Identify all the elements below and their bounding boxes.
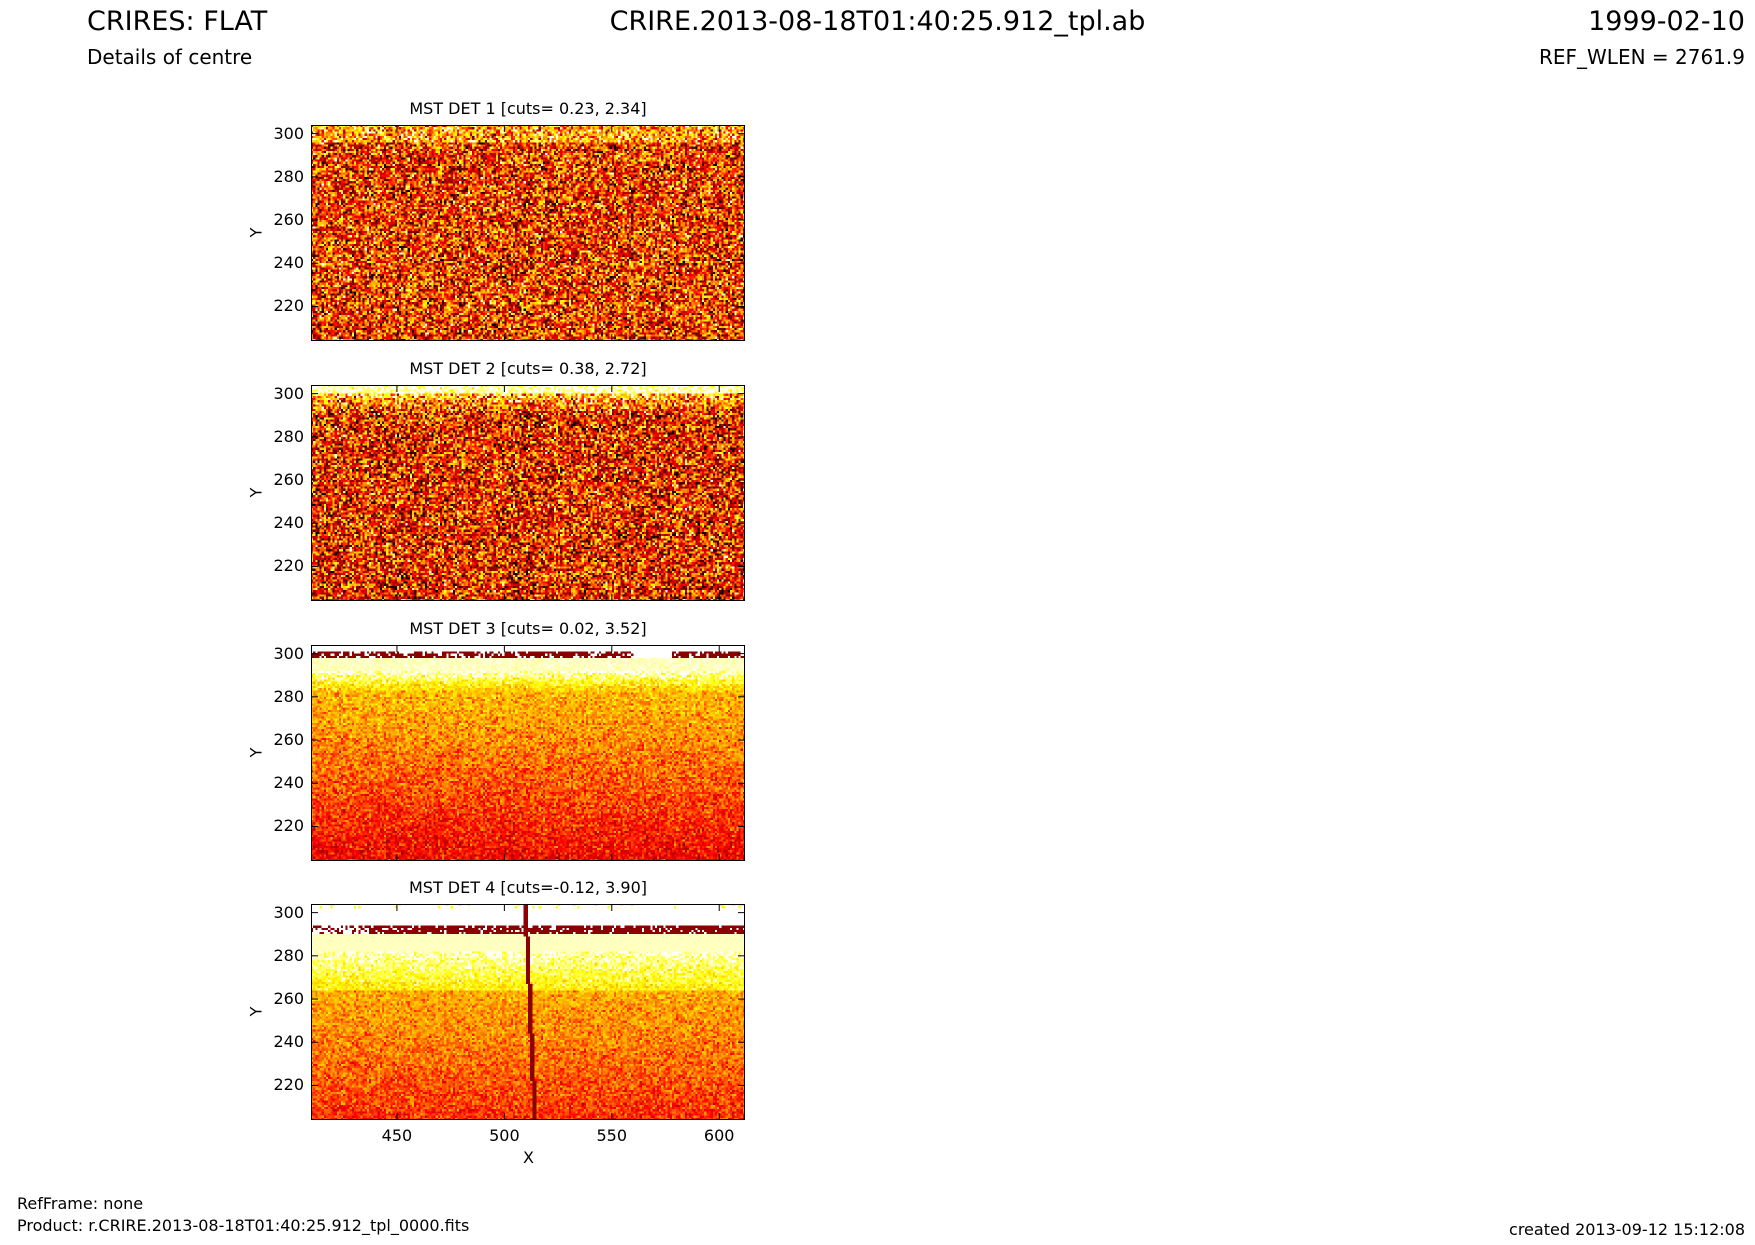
file-name-title: CRIRE.2013-08-18T01:40:25.912_tpl.ab <box>609 6 1146 37</box>
xtick-label: 550 <box>596 1126 628 1145</box>
y-axis-label: Y <box>246 227 266 238</box>
xtick-label: 450 <box>381 1126 413 1145</box>
ytick-label: 300 <box>273 383 304 403</box>
heatmap-det1 <box>311 125 745 341</box>
ytick-label: 300 <box>273 123 304 143</box>
ytick-label: 260 <box>273 470 304 490</box>
tick-marks-det3 <box>311 645 745 861</box>
created-label: created 2013-09-12 15:12:08 <box>1509 1220 1745 1239</box>
ytick-label: 240 <box>273 1032 304 1052</box>
ytick-label: 240 <box>273 253 304 273</box>
heatmap-det3 <box>311 645 745 861</box>
date-title: 1999-02-10 <box>1588 6 1745 37</box>
y-axis-label: Y <box>246 1006 266 1017</box>
ytick-label: 260 <box>273 730 304 750</box>
ytick-label: 220 <box>273 1075 304 1095</box>
ytick-label: 300 <box>273 902 304 922</box>
xtick-label: 600 <box>703 1126 735 1145</box>
y-axis-label: Y <box>246 747 266 758</box>
page-subtitle: Details of centre <box>87 45 253 69</box>
ytick-label: 240 <box>273 773 304 793</box>
heatmap-det2 <box>311 385 745 601</box>
ytick-label: 280 <box>273 686 304 706</box>
tick-marks-det4 <box>311 904 745 1120</box>
x-axis-label: X <box>523 1148 534 1167</box>
heatmap-det4 <box>311 904 745 1120</box>
ytick-label: 240 <box>273 513 304 533</box>
panel-title-det4: MST DET 4 [cuts=-0.12, 3.90] <box>408 878 647 897</box>
ytick-label: 220 <box>273 556 304 576</box>
ytick-label: 280 <box>273 945 304 965</box>
refframe-label: RefFrame: none <box>17 1194 144 1213</box>
ytick-label: 220 <box>273 296 304 316</box>
ytick-label: 280 <box>273 426 304 446</box>
ref-wlen-label: REF_WLEN = 2761.9 <box>1538 45 1745 69</box>
ytick-label: 220 <box>273 816 304 836</box>
product-label: Product: r.CRIRE.2013-08-18T01:40:25.912… <box>17 1216 470 1235</box>
tick-marks-det1 <box>311 125 745 341</box>
panel-title-det3: MST DET 3 [cuts= 0.02, 3.52] <box>409 619 647 638</box>
panel-title-det2: MST DET 2 [cuts= 0.38, 2.72] <box>409 359 647 378</box>
ytick-label: 260 <box>273 989 304 1009</box>
page-title: CRIRES: FLAT <box>87 6 268 37</box>
tick-marks-det2 <box>311 385 745 601</box>
ytick-label: 300 <box>273 643 304 663</box>
ytick-label: 260 <box>273 210 304 230</box>
ytick-label: 280 <box>273 166 304 186</box>
xtick-label: 500 <box>489 1126 520 1145</box>
panel-title-det1: MST DET 1 [cuts= 0.23, 2.34] <box>409 99 647 118</box>
y-axis-label: Y <box>246 487 266 498</box>
